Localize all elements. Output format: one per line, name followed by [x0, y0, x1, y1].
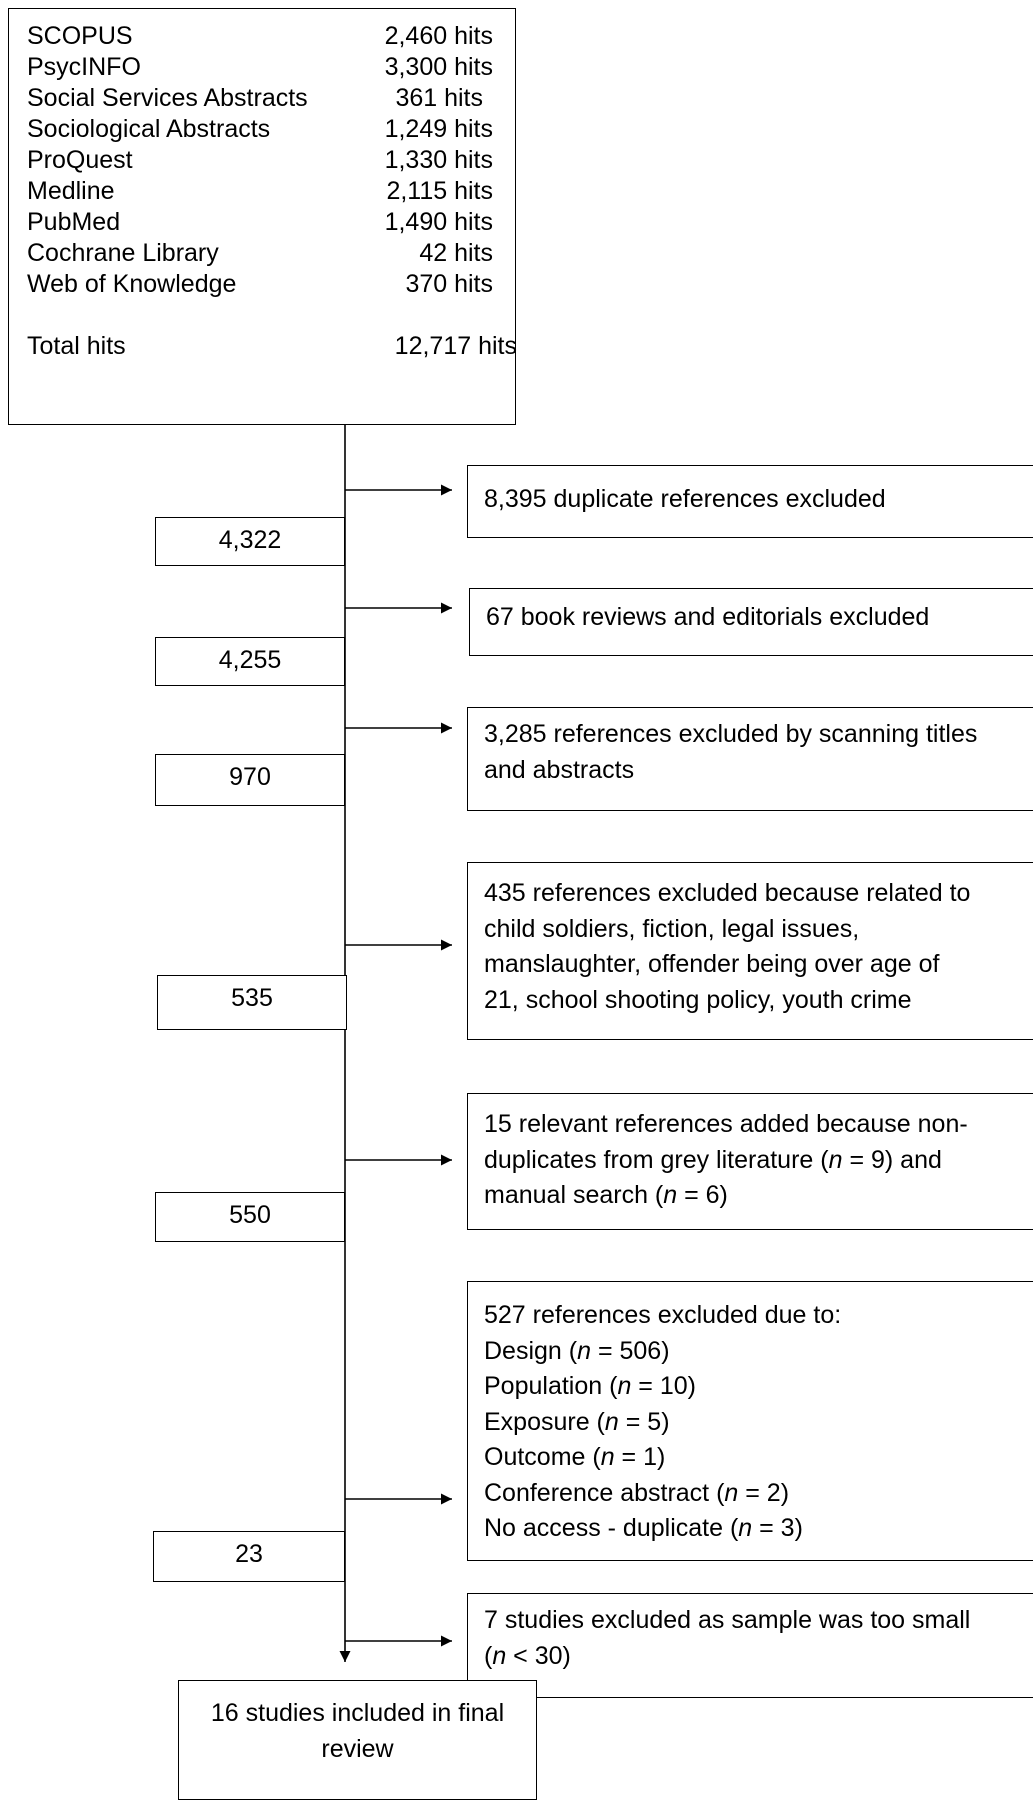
source-hits: 1,249 hits — [384, 115, 493, 143]
n-symbol: n — [600, 1443, 615, 1471]
step-box-reviews: 67 book reviews and editorials excluded — [469, 588, 1033, 656]
reason-line: Exposure (n = 5) — [484, 1407, 670, 1436]
step-text-line: 527 references excluded due to: — [484, 1301, 842, 1329]
source-name: Social Services Abstracts — [27, 84, 308, 112]
n-symbol: n — [604, 1407, 619, 1436]
count-value: 4,255 — [218, 646, 282, 674]
source-name: ProQuest — [27, 146, 133, 174]
count-box: 970 — [155, 754, 345, 806]
step-text-line: 3,285 references excluded by scanning ti… — [484, 720, 978, 748]
step-box-unrelated: 435 references excluded because related … — [467, 862, 1033, 1040]
reason-line: Outcome (n = 1) — [484, 1443, 666, 1471]
source-hits: 3,300 hits — [384, 53, 493, 81]
count-box: 4,255 — [155, 637, 345, 686]
reason-line: Design (n = 506) — [484, 1336, 670, 1365]
source-hits: 361 hits — [395, 84, 483, 112]
count-value: 535 — [231, 984, 273, 1012]
source-row: PubMed 1,490 hits — [27, 207, 493, 238]
step-text-line: and abstracts — [484, 755, 635, 784]
step-box-titles-abstracts: 3,285 references excluded by scanning ti… — [467, 707, 1033, 811]
count-box: 535 — [157, 975, 347, 1030]
source-hits: 42 hits — [419, 239, 493, 267]
source-row: PsycINFO 3,300 hits — [27, 52, 493, 83]
source-name: Sociological Abstracts — [27, 115, 271, 143]
count-value: 550 — [229, 1201, 271, 1229]
n-symbol: n — [577, 1336, 591, 1365]
source-row: Cochrane Library 42 hits — [27, 238, 493, 269]
reason-line: Population (n = 10) — [484, 1372, 696, 1400]
sources-box: SCOPUS 2,460 hits PsycINFO 3,300 hits Soci… — [8, 8, 517, 425]
step-box-added: 15 relevant references added because non… — [467, 1093, 1033, 1230]
source-row: ProQuest 1,330 hits — [27, 145, 493, 176]
source-name: Medline — [27, 177, 115, 205]
source-row: Web of Knowledge 370 hits — [27, 269, 493, 300]
n-symbol: n — [738, 1514, 753, 1542]
n-symbol: n — [828, 1145, 843, 1174]
total-hits: 12,717 hits — [394, 332, 517, 360]
step-text-line: 21, school shooting policy, youth crime — [484, 985, 912, 1014]
reason-line: No access - duplicate (n = 3) — [484, 1514, 803, 1542]
step-text-line: 435 references excluded because related … — [484, 879, 971, 907]
source-hits: 2,460 hits — [384, 22, 493, 50]
n-symbol: n — [492, 1641, 507, 1670]
count-box: 23 — [153, 1531, 345, 1582]
sources-table: SCOPUS 2,460 hits PsycINFO 3,300 hits Soci… — [27, 21, 517, 362]
source-row: Social Services Abstracts 361 hits — [27, 83, 493, 114]
final-text-line: 16 studies included in final — [210, 1699, 505, 1727]
total-label: Total hits — [27, 332, 126, 360]
count-value: 4,322 — [218, 526, 282, 554]
step-text-line: 7 studies excluded as sample was too sma… — [484, 1606, 971, 1634]
total-row: Total hits 12,717 hits — [27, 331, 517, 362]
step-text-line: manual search (n = 6) — [484, 1181, 728, 1209]
source-hits: 1,490 hits — [384, 208, 493, 236]
source-name: SCOPUS — [27, 22, 133, 50]
step-text-line: duplicates from grey literature (n = 9) … — [484, 1145, 942, 1174]
step-text-line: 15 relevant references added because non… — [484, 1110, 968, 1138]
source-name: PsycINFO — [27, 53, 141, 81]
source-hits: 1,330 hits — [384, 146, 493, 174]
step-text-line: manslaughter, offender being over age of — [484, 950, 940, 978]
step-text: 67 book reviews and editorials excluded — [486, 603, 930, 631]
step-box-reasons: 527 references excluded due to: Design (… — [467, 1281, 1033, 1561]
n-symbol: n — [663, 1181, 678, 1209]
source-name: Cochrane Library — [27, 239, 219, 267]
step-text-line: (n < 30) — [484, 1641, 571, 1670]
count-value: 970 — [229, 763, 271, 791]
source-hits: 370 hits — [405, 270, 493, 298]
count-box: 550 — [155, 1192, 345, 1242]
source-name: Web of Knowledge — [27, 270, 237, 298]
n-symbol: n — [724, 1478, 739, 1507]
step-text: 8,395 duplicate references excluded — [484, 485, 886, 513]
final-box: 16 studies included in final review — [178, 1680, 537, 1800]
reason-line: Conference abstract (n = 2) — [484, 1478, 790, 1507]
step-box-duplicates: 8,395 duplicate references excluded — [467, 465, 1033, 538]
source-name: PubMed — [27, 208, 121, 236]
source-row: Sociological Abstracts 1,249 hits — [27, 114, 493, 145]
source-row: SCOPUS 2,460 hits — [27, 21, 493, 52]
source-row: Medline 2,115 hits — [27, 176, 493, 207]
final-text-line: review — [321, 1734, 394, 1763]
step-text-line: child soldiers, fiction, legal issues, — [484, 914, 860, 943]
source-hits: 2,115 hits — [386, 177, 493, 205]
count-box: 4,322 — [155, 517, 345, 566]
step-box-small-sample: 7 studies excluded as sample was too sma… — [467, 1593, 1033, 1698]
count-value: 23 — [235, 1540, 263, 1568]
n-symbol: n — [617, 1372, 632, 1400]
